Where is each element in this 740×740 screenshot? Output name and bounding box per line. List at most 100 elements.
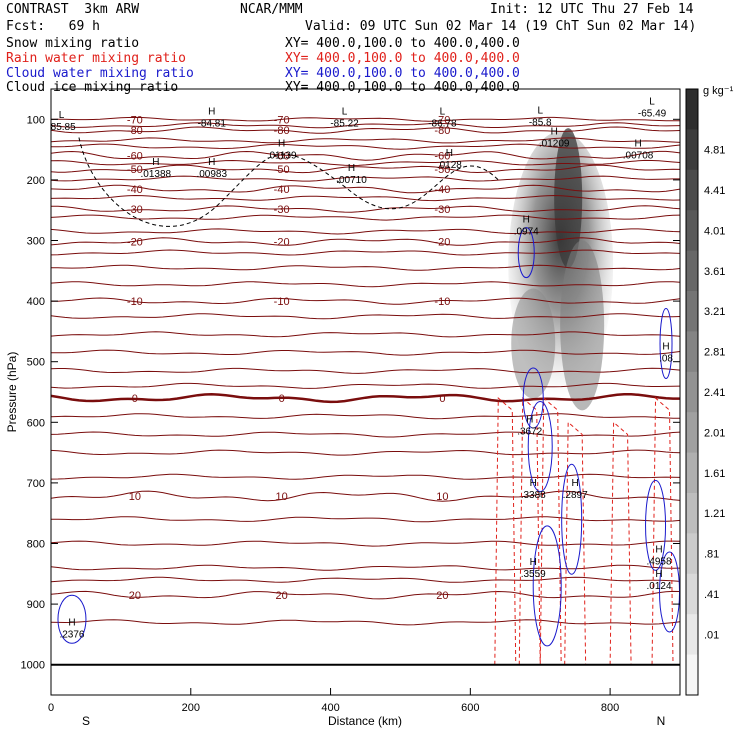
colorbar-swatch bbox=[686, 169, 698, 211]
temp-contour-line bbox=[51, 264, 680, 271]
extremum-kind-label: H bbox=[655, 569, 662, 580]
extremum-label: -85.8 bbox=[529, 117, 552, 128]
extremum-kind-label: H bbox=[655, 545, 662, 556]
temp-contour-line bbox=[51, 194, 680, 202]
temp-contour-label: 10 bbox=[436, 491, 448, 503]
cloud-water-contour bbox=[561, 463, 583, 575]
temp-contour-line bbox=[51, 205, 680, 213]
x-tick-label: 600 bbox=[461, 702, 479, 714]
colorbar-swatch bbox=[686, 129, 698, 171]
extremum-label: .3388 bbox=[521, 490, 546, 501]
y-axis-label: Pressure (hPa) bbox=[5, 352, 19, 433]
extremum-kind-label: H bbox=[208, 107, 215, 118]
extremum-kind-label: H bbox=[278, 139, 285, 150]
extremum-kind-label: L bbox=[59, 110, 65, 121]
x-tick-label: 200 bbox=[182, 702, 200, 714]
temp-contour-line bbox=[51, 159, 680, 167]
temp-contour-label: -80 bbox=[274, 125, 290, 137]
colorbar-swatch bbox=[686, 493, 698, 534]
field4-name: Cloud ice mixing ratio bbox=[6, 80, 179, 95]
temp-contour-label: -50 bbox=[434, 164, 450, 176]
valid-time: Valid: 09 UTC Sun 02 Mar 14 (19 ChT Sun … bbox=[305, 19, 697, 34]
temp-contour-label: -60 bbox=[434, 151, 450, 163]
rain-water-contour bbox=[609, 421, 632, 665]
colorbar-swatch bbox=[686, 533, 698, 575]
extremum-label: .01209 bbox=[539, 139, 570, 150]
colorbar-label: 4.41 bbox=[704, 185, 725, 197]
colorbar-label: 2.01 bbox=[704, 427, 725, 439]
colorbar-swatch bbox=[686, 89, 698, 130]
temp-contour-label: -70 bbox=[434, 114, 450, 126]
extremum-label: .00710 bbox=[336, 175, 367, 186]
colorbar-swatch bbox=[686, 331, 698, 373]
colorbar-swatch bbox=[686, 210, 698, 252]
temp-contour-label: 20 bbox=[436, 590, 448, 602]
extremum-kind-label: H bbox=[348, 163, 355, 174]
org-label: NCAR/MMM bbox=[240, 2, 303, 17]
end-label-north: N bbox=[657, 714, 666, 728]
extremum-label: .3559 bbox=[521, 569, 546, 580]
temp-contour-label: -30 bbox=[127, 204, 143, 216]
colorbar-label: 2.81 bbox=[704, 347, 725, 359]
temp-contour-label: -40 bbox=[274, 184, 290, 196]
extremum-label: .2897 bbox=[563, 490, 588, 501]
colorbar-swatch bbox=[686, 614, 698, 656]
temp-contour-line bbox=[51, 619, 680, 626]
temp-contour-label: 20 bbox=[129, 590, 141, 602]
y-tick-label: 600 bbox=[27, 417, 45, 429]
temp-contour-line bbox=[51, 449, 680, 456]
extremum-label: -86.78 bbox=[428, 119, 457, 130]
cloud-water-contour bbox=[522, 367, 544, 429]
colorbar-swatch bbox=[686, 250, 698, 292]
temp-contour-label: -10 bbox=[274, 296, 290, 308]
extremum-kind-label: L bbox=[649, 96, 655, 107]
extremum-kind-label: L bbox=[440, 107, 446, 118]
temp-contour-label: 10 bbox=[276, 491, 288, 503]
cloud-water-contour bbox=[659, 308, 673, 380]
extremum-kind-label: H bbox=[551, 127, 558, 138]
extremum-label: .00708 bbox=[623, 151, 654, 162]
extremum-label: -65.49 bbox=[638, 108, 667, 119]
extremum-kind-label: H bbox=[634, 139, 641, 150]
temp-contour-line bbox=[51, 237, 680, 246]
rain-water-contour bbox=[518, 396, 541, 665]
y-tick-label: 500 bbox=[27, 357, 45, 369]
colorbar-label: .01 bbox=[704, 629, 719, 641]
colorbar-swatch bbox=[686, 573, 698, 615]
temp-contour-label: -70 bbox=[127, 114, 143, 126]
rain-water-contour bbox=[564, 421, 587, 665]
field1-name: Snow mixing ratio bbox=[6, 36, 140, 51]
cloud-water-contour bbox=[532, 525, 562, 647]
temp-contour-label: -30 bbox=[274, 204, 290, 216]
temp-contour-label: -50 bbox=[127, 164, 143, 176]
model-title: CONTRAST 3km ARW bbox=[6, 2, 140, 17]
temp-contour-line bbox=[51, 331, 680, 338]
extremum-kind-label: L bbox=[537, 105, 543, 116]
temp-contour-line bbox=[51, 382, 680, 389]
extremum-kind-label: L bbox=[342, 107, 348, 118]
temp-contour-label: 20 bbox=[276, 590, 288, 602]
colorbar-swatch bbox=[686, 412, 698, 454]
temp-contour-line bbox=[51, 228, 680, 235]
y-tick-label: 900 bbox=[27, 599, 45, 611]
colorbar-swatch bbox=[686, 291, 698, 332]
temp-contour-label: -80 bbox=[434, 125, 450, 137]
temp-contour-label: -20 bbox=[274, 237, 290, 249]
y-tick-label: 100 bbox=[27, 114, 45, 126]
temp-contour-line bbox=[51, 590, 680, 600]
plot-frame bbox=[50, 88, 681, 696]
colorbar-swatch bbox=[686, 452, 698, 494]
forecast-hour: Fcst: 69 h bbox=[6, 19, 100, 34]
temp-contour-label: -30 bbox=[434, 204, 450, 216]
field2-xy: XY= 400.0,100.0 to 400.0,400.0 bbox=[285, 51, 520, 66]
temp-contour-label: -40 bbox=[434, 184, 450, 196]
extremum-kind-label: H bbox=[523, 214, 530, 225]
field4-xy: XY= 400.0,100.0 to 400.0,400.0 bbox=[285, 80, 520, 95]
extremum-label: .0128 bbox=[437, 160, 462, 171]
snow-plume-lower-left bbox=[511, 288, 556, 399]
temp-contour-label: -20 bbox=[434, 237, 450, 249]
temp-contour-label: -80 bbox=[127, 125, 143, 137]
extremum-label: -84.81 bbox=[198, 119, 227, 130]
extremum-label: -85.85 bbox=[47, 122, 76, 133]
